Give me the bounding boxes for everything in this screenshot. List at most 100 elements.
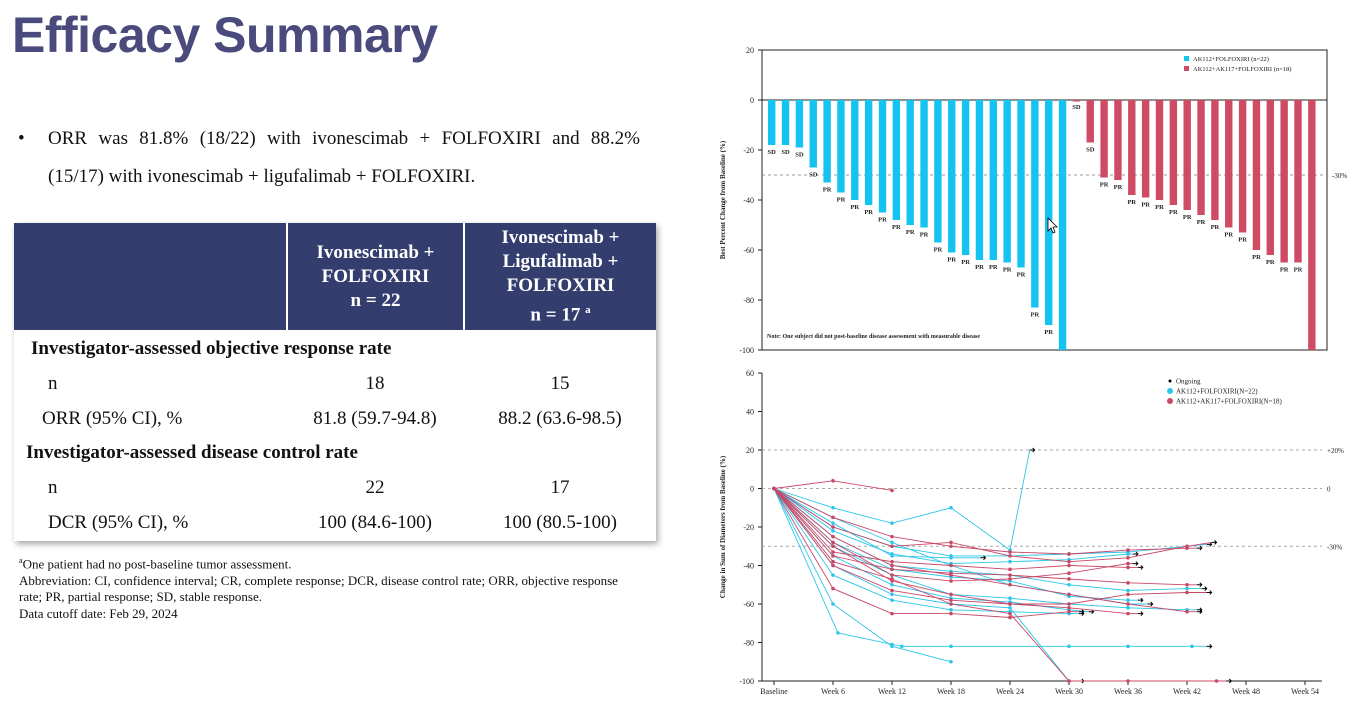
data-point — [890, 579, 894, 583]
bar-label: PR — [1294, 267, 1303, 274]
ongoing-arrow-icon — [1201, 586, 1208, 591]
data-point — [1008, 596, 1012, 601]
ongoing-arrow-icon — [1206, 643, 1213, 649]
bar — [1308, 100, 1316, 350]
data-point — [831, 559, 835, 564]
bar-label: SD — [1086, 147, 1095, 154]
header-col2-n: n = 17 — [530, 304, 581, 326]
bar-label: PR — [1183, 214, 1192, 221]
series-line — [773, 488, 1079, 682]
data-point — [831, 521, 835, 525]
row-value-col2: 15 — [550, 373, 570, 394]
bar-label: PR — [1141, 202, 1150, 209]
footnote-marker: a — [585, 303, 591, 316]
bullet-dot: • — [18, 128, 25, 149]
data-point — [1185, 546, 1189, 550]
header-col1-line: FOLFOXIRI — [321, 265, 430, 287]
data-point — [1126, 565, 1130, 570]
bar-label: PR — [892, 224, 901, 231]
header-col2-line: Ivonescimab + — [501, 226, 620, 248]
header-col1-line: Ivonescimab + — [316, 241, 435, 263]
header-col2-line: FOLFOXIRI — [506, 274, 615, 296]
data-point — [890, 521, 894, 525]
data-point — [831, 550, 835, 554]
ongoing-arrow-icon — [1078, 609, 1085, 615]
data-point — [1067, 609, 1071, 614]
series-line — [773, 488, 952, 663]
x-tick-label: Week 54 — [1291, 687, 1319, 696]
data-point — [949, 505, 953, 510]
data-point — [1126, 548, 1130, 552]
y-tick-label: -60 — [743, 600, 754, 609]
y-tick-label: -100 — [739, 677, 754, 686]
x-tick-label: Week 12 — [878, 687, 906, 696]
ongoing-arrow-icon — [1226, 678, 1233, 684]
data-point — [831, 534, 835, 539]
bar-label: PR — [1169, 209, 1178, 216]
data-point — [836, 631, 840, 635]
spider-plot: 60 40 20 0 -20 -40 -60 -80 -100 +20% 0 -30% Baseline… — [712, 365, 1348, 700]
bar — [892, 100, 901, 220]
bar-label: PR — [1127, 199, 1136, 206]
bar — [1072, 100, 1081, 102]
series-line — [773, 488, 1133, 582]
data-point — [890, 642, 894, 647]
bar-label: PR — [1197, 219, 1206, 226]
x-tick-label: Week 36 — [1114, 687, 1142, 696]
legend-label: AK112+FOLFOXIRI(N=22) — [1176, 388, 1258, 396]
data-point — [831, 586, 835, 591]
data-point — [1067, 577, 1071, 581]
bar-label: PR — [934, 247, 943, 254]
waterfall-chart: 20 0 -20 -40 -60 -80 -100 -30% Best Percent Chan… — [712, 40, 1348, 355]
data-point — [1008, 550, 1012, 554]
data-point — [1126, 598, 1130, 602]
bar-label: SD — [795, 152, 804, 159]
data-point — [1126, 679, 1130, 683]
legend-label: AK112+AK117+FOLFOXIRI (n=18) — [1193, 66, 1291, 73]
ongoing-arrow-icon — [1132, 561, 1139, 566]
data-point — [831, 505, 835, 510]
y-tick-label: -20 — [743, 146, 754, 155]
data-point — [1126, 602, 1130, 606]
data-point — [1008, 559, 1012, 564]
bar — [948, 100, 956, 253]
footnote-marker: a — [19, 556, 23, 565]
bar — [934, 100, 942, 243]
data-point — [1067, 563, 1071, 568]
series-line — [773, 488, 1079, 615]
data-point — [949, 579, 953, 583]
header-col1-line: n = 22 — [350, 289, 401, 311]
legend-label: Ongoing — [1176, 378, 1201, 386]
data-point — [949, 611, 953, 616]
data-point — [949, 563, 953, 568]
data-point — [890, 559, 894, 564]
data-point — [831, 554, 835, 558]
row-label: ORR (95% CI), % — [42, 408, 183, 429]
bar-label: PR — [1266, 259, 1275, 266]
y-tick-label: 40 — [746, 408, 754, 417]
y-tick-label: -80 — [743, 639, 754, 648]
bar — [1211, 100, 1219, 220]
bar — [864, 100, 873, 205]
data-point — [831, 540, 835, 545]
header-divider — [286, 223, 288, 330]
ongoing-arrow-icon — [1147, 601, 1154, 607]
data-point — [949, 556, 953, 560]
data-point — [831, 525, 835, 529]
bar-label: PR — [906, 229, 915, 236]
series-line — [773, 449, 1031, 551]
bar — [878, 100, 887, 213]
reference-label: -30% — [1332, 172, 1347, 180]
y-tick-label: -20 — [743, 523, 754, 532]
bar — [851, 100, 859, 200]
ongoing-arrow-icon — [1137, 611, 1144, 616]
bar-label: PR — [1224, 232, 1233, 239]
data-point — [1214, 679, 1219, 683]
x-tick-label: Week 30 — [1055, 687, 1083, 696]
ongoing-arrow-icon — [1137, 565, 1144, 570]
row-value-col2: 17 — [550, 477, 570, 498]
data-point — [1008, 582, 1012, 587]
bar-label: PR — [1252, 254, 1261, 261]
bar-label: SD — [1072, 104, 1081, 111]
data-point — [831, 544, 835, 549]
